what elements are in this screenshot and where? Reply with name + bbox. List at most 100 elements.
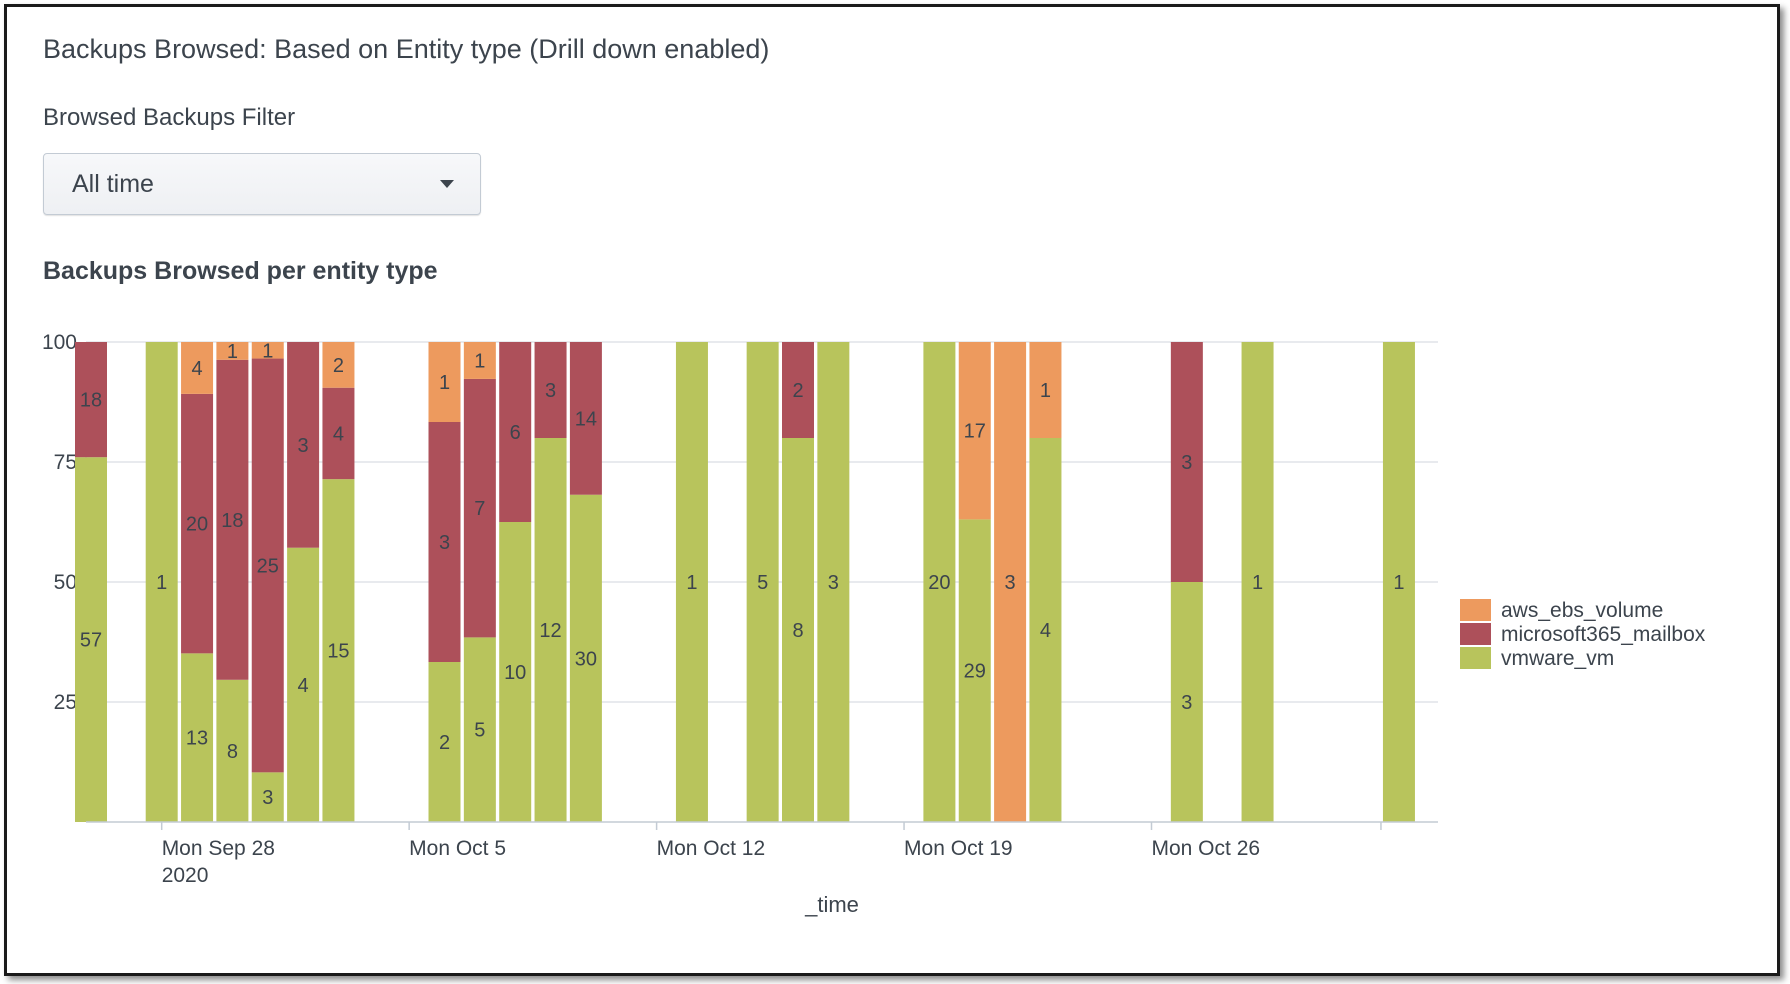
bar-value-label: 2 (792, 380, 803, 402)
dashboard-panel: Backups Browsed: Based on Entity type (D… (4, 4, 1780, 976)
bar-value-label: 4 (1040, 620, 1051, 642)
bar-segment-aws_ebs_volume[interactable] (216, 342, 249, 360)
bar-value-label: 1 (686, 572, 697, 594)
bar-segment-vmware_vm[interactable] (958, 519, 991, 822)
filter-label: Browsed Backups Filter (43, 104, 296, 131)
bar-segment-microsoft365_mailbox[interactable] (463, 378, 496, 638)
bar-segment-microsoft365_mailbox[interactable] (534, 342, 567, 438)
bar-segment-vmware_vm[interactable] (499, 522, 532, 822)
bar-value-label: 20 (186, 514, 208, 536)
bar-segment-vmware_vm[interactable] (216, 679, 249, 822)
bar-segment-vmware_vm[interactable] (1029, 438, 1062, 822)
legend-swatch-vmware_vm[interactable] (1460, 647, 1491, 669)
x-axis: Mon Sep 28 2020 Mon Oct 5 Mon Oct 12 Mon Oct… (86, 821, 1438, 887)
bar-value-label: 3 (1181, 452, 1192, 474)
y-tick-label: 50 (54, 571, 77, 594)
bar-segment-vmware_vm[interactable] (782, 438, 814, 822)
bar-value-label: 8 (227, 741, 238, 763)
legend-swatch-microsoft365_mailbox[interactable] (1460, 623, 1491, 645)
bar-value-label: 1 (262, 340, 273, 362)
bar-value-label: 25 (257, 555, 279, 577)
bar-segment-aws_ebs_volume[interactable] (322, 342, 355, 388)
bar-segment-vmware_vm[interactable] (675, 342, 708, 822)
bar-value-label: 3 (439, 532, 450, 554)
bar-segment-aws_ebs_volume[interactable] (251, 342, 284, 359)
x-tick-sublabel: 2020 (162, 864, 209, 887)
bar-segment-vmware_vm[interactable] (1241, 342, 1274, 822)
bar-segment-vmware_vm[interactable] (287, 547, 320, 822)
bar-value-label: 4 (333, 423, 344, 445)
bar-segment-vmware_vm[interactable] (1170, 582, 1203, 822)
bar-value-label: 7 (474, 498, 485, 520)
bar-segment-vmware_vm[interactable] (569, 494, 602, 822)
caret-down-icon (440, 180, 454, 188)
bar-value-label: 8 (792, 620, 803, 642)
bar-segment-aws_ebs_volume[interactable] (463, 342, 496, 379)
legend-label[interactable]: vmware_vm (1501, 647, 1614, 670)
bar-segment-microsoft365_mailbox[interactable] (251, 358, 284, 773)
bar-value-label: 1 (439, 372, 450, 394)
bar-value-label: 2 (333, 355, 344, 377)
chart-title: Backups Browsed per entity type (43, 257, 438, 285)
bar-segment-microsoft365_mailbox[interactable] (782, 342, 814, 438)
bar-segment-vmware_vm[interactable] (463, 637, 496, 822)
bar-segment-aws_ebs_volume[interactable] (181, 342, 214, 394)
y-tick-label: 75 (54, 451, 77, 474)
bar-value-label: 13 (186, 728, 208, 750)
bar-segment-microsoft365_mailbox[interactable] (75, 342, 107, 458)
bar-segment-microsoft365_mailbox[interactable] (569, 342, 602, 495)
bar-segment-vmware_vm[interactable] (145, 342, 178, 822)
bar-segment-vmware_vm[interactable] (746, 342, 779, 822)
bar-value-label: 1 (1393, 572, 1404, 594)
bar-segment-microsoft365_mailbox[interactable] (287, 342, 320, 548)
time-filter-value: All time (72, 170, 154, 198)
bar-value-label: 17 (964, 421, 986, 443)
bar-segment-vmware_vm[interactable] (181, 653, 214, 822)
bar-segment-vmware_vm[interactable] (428, 662, 461, 822)
bar-value-label: 3 (1181, 692, 1192, 714)
bar-segment-aws_ebs_volume[interactable] (428, 342, 461, 422)
time-filter-dropdown[interactable]: All time (43, 153, 481, 215)
x-axis-title: _time (804, 892, 859, 917)
x-tick-label: Mon Oct 26 (1152, 837, 1261, 860)
bar-value-label: 5 (757, 572, 768, 594)
bar-value-label: 2 (439, 732, 450, 754)
x-tick-label: Mon Sep 28 (162, 837, 275, 860)
bar-value-label: 1 (1252, 572, 1263, 594)
bar-segment-microsoft365_mailbox[interactable] (181, 393, 214, 654)
panel-title: Backups Browsed: Based on Entity type (D… (43, 34, 770, 64)
bar-segment-vmware_vm[interactable] (923, 342, 956, 822)
legend-label[interactable]: microsoft365_mailbox (1501, 623, 1706, 646)
bar-value-label: 6 (510, 422, 521, 444)
bar-segment-microsoft365_mailbox[interactable] (216, 359, 249, 680)
bar-segment-aws_ebs_volume[interactable] (1029, 342, 1062, 438)
bar-segment-vmware_vm[interactable] (322, 479, 355, 822)
legend-swatch-aws_ebs_volume[interactable] (1460, 599, 1491, 621)
x-tick-label: Mon Oct 5 (409, 837, 506, 860)
bar-segment-microsoft365_mailbox[interactable] (499, 342, 532, 522)
bar-segment-microsoft365_mailbox[interactable] (428, 422, 461, 662)
bar-segment-vmware_vm[interactable] (1382, 342, 1415, 822)
bar-segment-aws_ebs_volume[interactable] (994, 342, 1027, 822)
bars: 5718113204818132514315422315711061233014… (75, 340, 1415, 822)
bar-segment-vmware_vm[interactable] (251, 772, 284, 822)
bar-segment-microsoft365_mailbox[interactable] (1170, 342, 1203, 582)
bar-value-label: 30 (575, 648, 597, 670)
bar-segment-vmware_vm[interactable] (817, 342, 850, 822)
legend-label[interactable]: aws_ebs_volume (1501, 599, 1663, 622)
bar-value-label: 57 (80, 630, 102, 652)
bar-value-label: 3 (545, 380, 556, 402)
y-tick-label: 25 (54, 691, 77, 714)
bar-value-label: 1 (1040, 380, 1051, 402)
bar-segment-vmware_vm[interactable] (75, 457, 107, 822)
bar-value-label: 12 (539, 620, 561, 642)
bar-segment-vmware_vm[interactable] (534, 438, 567, 822)
bar-value-label: 1 (156, 572, 167, 594)
bar-value-label: 10 (504, 662, 526, 684)
bar-segment-microsoft365_mailbox[interactable] (322, 387, 355, 480)
bar-value-label: 3 (262, 787, 273, 809)
bar-segment-aws_ebs_volume[interactable] (958, 342, 991, 520)
bar-value-label: 14 (575, 408, 597, 430)
bar-value-label: 15 (327, 641, 349, 663)
